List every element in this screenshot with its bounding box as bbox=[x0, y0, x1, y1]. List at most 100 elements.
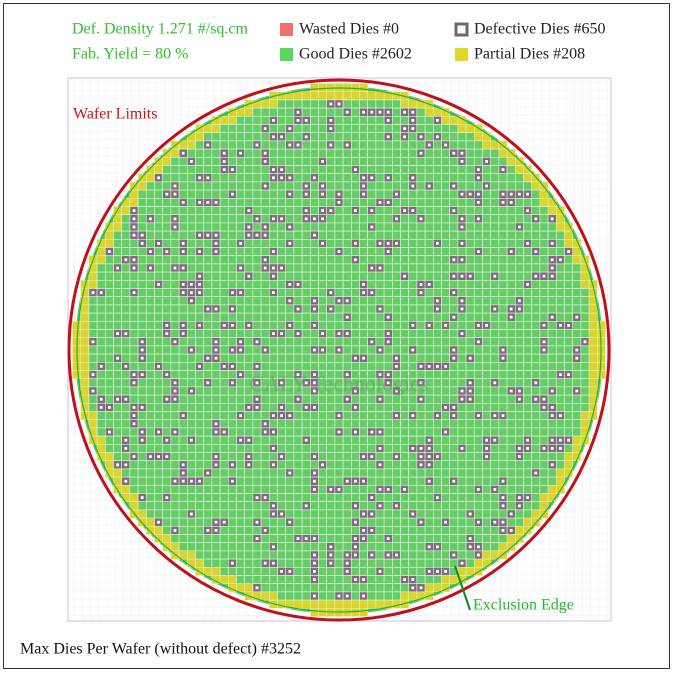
good-die bbox=[268, 419, 278, 429]
good-die bbox=[277, 304, 286, 314]
defect-dot bbox=[567, 250, 570, 253]
good-die bbox=[408, 132, 418, 142]
good-die bbox=[260, 320, 270, 330]
good-die bbox=[375, 419, 385, 429]
good-die bbox=[113, 435, 122, 445]
good-die bbox=[162, 509, 172, 519]
good-die bbox=[236, 386, 245, 396]
good-die bbox=[449, 222, 459, 232]
good-die bbox=[490, 189, 500, 199]
defect-dot bbox=[280, 455, 283, 458]
good-die bbox=[293, 509, 303, 519]
defect-dot bbox=[477, 520, 480, 524]
good-die bbox=[252, 509, 262, 519]
good-die bbox=[441, 312, 450, 322]
good-die bbox=[359, 542, 368, 552]
defect-dot bbox=[378, 242, 382, 245]
good-die bbox=[490, 542, 500, 552]
good-die bbox=[285, 214, 295, 224]
good-die bbox=[391, 591, 401, 601]
good-die bbox=[432, 427, 442, 437]
good-die bbox=[523, 247, 532, 256]
good-die bbox=[580, 296, 590, 306]
partial-die bbox=[556, 468, 565, 478]
good-die bbox=[228, 247, 237, 256]
good-die bbox=[473, 378, 483, 388]
defect-dot bbox=[477, 545, 480, 549]
defect-dot bbox=[165, 324, 169, 327]
good-die bbox=[236, 476, 245, 486]
good-die bbox=[416, 402, 426, 412]
good-die bbox=[383, 99, 393, 109]
good-die bbox=[187, 542, 196, 552]
defect-dot bbox=[124, 397, 128, 401]
good-die bbox=[342, 222, 352, 232]
good-die bbox=[334, 222, 344, 232]
good-die bbox=[268, 361, 278, 371]
good-die bbox=[236, 534, 245, 543]
good-die bbox=[309, 198, 319, 207]
partial-die bbox=[80, 353, 90, 363]
good-die bbox=[236, 361, 245, 371]
good-die bbox=[293, 525, 303, 535]
good-die bbox=[187, 378, 196, 388]
good-die bbox=[359, 402, 368, 412]
good-die bbox=[457, 247, 467, 256]
good-die bbox=[146, 501, 155, 511]
good-die bbox=[400, 279, 409, 289]
good-die bbox=[318, 550, 327, 560]
good-die bbox=[293, 148, 303, 158]
good-die bbox=[432, 517, 442, 527]
partial-die bbox=[72, 329, 81, 338]
defect-dot bbox=[263, 430, 267, 434]
defect-dot bbox=[427, 283, 431, 286]
good-die bbox=[228, 443, 237, 453]
defect-dot bbox=[214, 520, 218, 524]
defect-dot bbox=[329, 291, 333, 294]
good-die bbox=[539, 484, 549, 494]
good-die bbox=[482, 493, 491, 502]
defect-dot bbox=[436, 299, 439, 303]
good-die bbox=[154, 443, 163, 453]
defect-dot bbox=[534, 250, 538, 253]
good-die bbox=[285, 107, 295, 117]
good-die bbox=[334, 534, 344, 543]
good-die bbox=[449, 378, 459, 388]
defect-dot bbox=[485, 160, 488, 163]
partial-die bbox=[310, 608, 319, 617]
good-die bbox=[514, 378, 524, 388]
defect-dot bbox=[354, 209, 357, 212]
good-die bbox=[490, 157, 500, 166]
defect-dot bbox=[263, 151, 267, 155]
good-die bbox=[375, 116, 385, 125]
good-die bbox=[154, 386, 163, 396]
good-die bbox=[457, 476, 467, 486]
partial-die bbox=[588, 353, 598, 363]
good-die bbox=[121, 353, 131, 363]
good-die bbox=[105, 378, 114, 388]
good-die bbox=[301, 320, 311, 330]
good-die bbox=[236, 484, 245, 494]
good-die bbox=[490, 353, 500, 363]
good-die bbox=[187, 173, 196, 183]
good-die bbox=[244, 296, 254, 306]
good-die bbox=[367, 239, 377, 248]
partial-die bbox=[588, 321, 598, 330]
partial-die bbox=[318, 608, 327, 617]
good-die bbox=[506, 222, 516, 232]
good-die bbox=[334, 304, 344, 314]
good-die bbox=[441, 435, 450, 445]
good-die bbox=[359, 361, 368, 371]
good-die bbox=[211, 206, 221, 215]
defect-dot bbox=[518, 496, 521, 499]
good-die bbox=[531, 198, 541, 207]
defect-dot bbox=[362, 184, 365, 188]
good-die bbox=[260, 435, 270, 445]
good-die bbox=[498, 247, 508, 256]
defect-dot bbox=[345, 570, 349, 573]
good-die bbox=[121, 288, 131, 297]
good-die bbox=[121, 214, 131, 224]
good-die bbox=[408, 329, 418, 338]
good-die bbox=[555, 230, 565, 240]
good-die bbox=[285, 509, 295, 519]
